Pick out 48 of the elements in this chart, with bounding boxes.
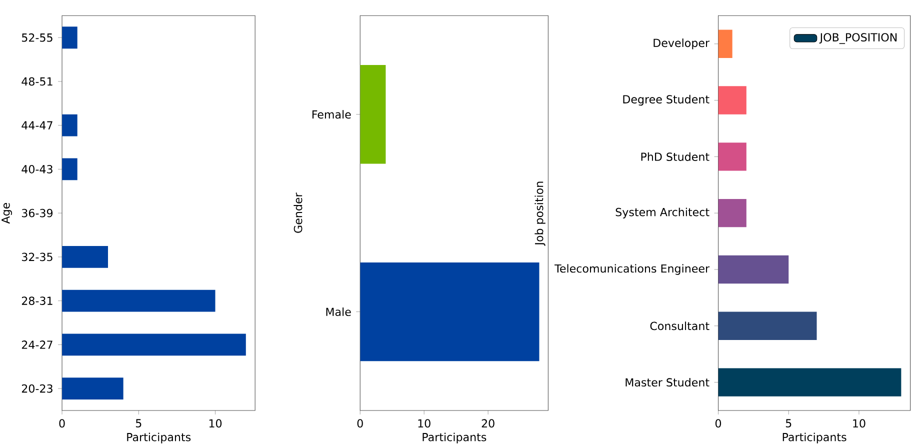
- y-tick-label: 44-47: [22, 121, 52, 130]
- bar: [62, 158, 78, 180]
- y-tick-label: 40-43: [22, 164, 52, 174]
- bar: [62, 377, 124, 400]
- y-tick-label: System Architect: [616, 207, 710, 218]
- bar: [718, 255, 789, 284]
- y-tick-label: 24-27: [22, 340, 52, 349]
- y-tick-label: Telecomunications Engineer: [554, 264, 710, 275]
- y-axis-title: Age: [2, 202, 12, 224]
- bar: [62, 114, 78, 136]
- bar: [718, 86, 746, 114]
- legend-label: JOB_POSITION: [819, 32, 897, 44]
- bar: [718, 198, 746, 227]
- y-tick-label: Female: [312, 110, 351, 118]
- y-axis-title: Job position: [534, 182, 546, 246]
- x-tick-label: 20: [482, 418, 494, 428]
- x-tick-label: 0: [715, 418, 722, 428]
- x-axis-title: Participants: [422, 432, 486, 444]
- y-tick-label: 52-55: [22, 33, 52, 42]
- y-tick-label: Consultant: [650, 321, 710, 330]
- x-tick-label: 10: [418, 418, 430, 428]
- y-tick-label: 28-31: [22, 296, 52, 305]
- bar: [718, 142, 746, 171]
- x-tick-label: 5: [786, 418, 792, 428]
- bar: [62, 290, 216, 312]
- y-tick-label: Developer: [654, 38, 710, 49]
- y-tick-label: 36-39: [22, 208, 53, 218]
- y-tick-label: 48-51: [22, 77, 52, 86]
- x-tick-label: 0: [59, 418, 65, 428]
- y-tick-label: 20-23: [22, 384, 52, 392]
- bar: [718, 368, 902, 396]
- y-tick-label: Master Student: [626, 378, 710, 386]
- y-axis-title: Gender: [294, 192, 302, 233]
- x-axis-title: Participants: [127, 432, 191, 444]
- bar: [62, 333, 246, 356]
- x-tick-label: 0: [357, 418, 363, 428]
- x-tick-label: 5: [136, 418, 142, 428]
- y-tick-label: Degree Student: [623, 94, 710, 106]
- y-tick-label: 32-35: [22, 252, 52, 261]
- x-tick-label: 10: [209, 418, 222, 428]
- x-axis-title: Participants: [782, 432, 846, 444]
- bar: [718, 30, 732, 58]
- y-tick-label: PhD Student: [641, 152, 710, 161]
- bar: [718, 312, 817, 340]
- bar: [62, 246, 108, 268]
- bar: [62, 26, 78, 48]
- y-tick-label: Male: [326, 307, 351, 316]
- x-tick-label: 10: [853, 418, 866, 428]
